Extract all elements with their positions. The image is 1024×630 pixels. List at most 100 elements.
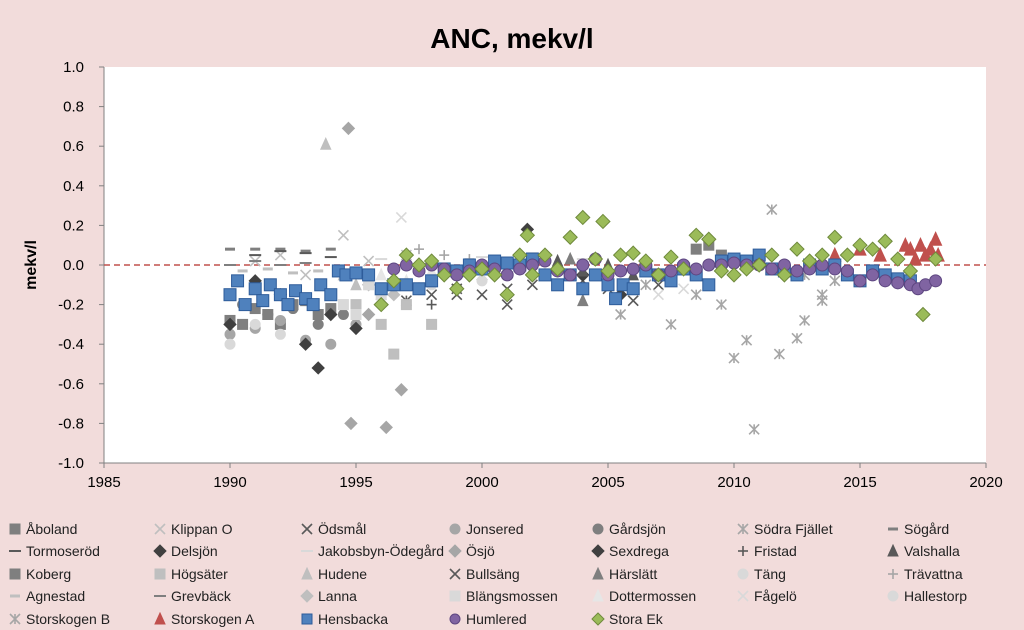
legend-marker bbox=[449, 523, 461, 535]
legend-label: Fristad bbox=[754, 543, 797, 560]
data-point bbox=[398, 247, 415, 263]
legend-item: Ösjö bbox=[448, 541, 495, 561]
data-point bbox=[374, 282, 388, 296]
legend-marker-shape bbox=[449, 613, 461, 625]
data-point bbox=[702, 258, 716, 272]
data-point bbox=[274, 314, 286, 326]
legend-label: Humlered bbox=[466, 610, 527, 627]
data-point bbox=[337, 299, 349, 311]
data-point bbox=[373, 296, 389, 313]
data-point bbox=[927, 251, 944, 267]
legend-marker-shape bbox=[449, 523, 461, 535]
legend-item: Högsäter bbox=[153, 564, 228, 584]
data-point bbox=[814, 247, 830, 263]
data-point bbox=[249, 254, 262, 257]
data-point bbox=[337, 229, 349, 241]
legend-marker-shape bbox=[10, 594, 20, 598]
y-tick-label: 0.8 bbox=[63, 99, 84, 116]
x-tick-label: 2010 bbox=[717, 474, 750, 491]
legend-marker bbox=[10, 594, 20, 598]
y-tick-label: 0.2 bbox=[63, 217, 84, 234]
legend-item: Södra Fjället bbox=[736, 519, 833, 539]
data-point bbox=[499, 286, 515, 303]
data-point bbox=[388, 348, 400, 360]
data-point bbox=[562, 229, 578, 245]
data-point bbox=[450, 268, 464, 282]
data-point bbox=[551, 278, 565, 292]
legend-marker bbox=[591, 544, 605, 559]
data-point bbox=[903, 240, 918, 256]
data-point bbox=[300, 269, 312, 281]
legend-marker-shape bbox=[301, 523, 313, 535]
data-point bbox=[537, 247, 553, 263]
legend-label: Koberg bbox=[26, 565, 72, 582]
data-point bbox=[690, 289, 702, 301]
legend-item: Bullsäng bbox=[448, 564, 520, 584]
data-point bbox=[361, 307, 376, 322]
data-point bbox=[231, 274, 245, 288]
data-point bbox=[314, 278, 328, 292]
legend-marker bbox=[154, 523, 166, 535]
data-point bbox=[311, 361, 325, 375]
legend-label: Lanna bbox=[318, 588, 357, 605]
data-point bbox=[764, 247, 780, 263]
data-point bbox=[281, 298, 295, 312]
data-point bbox=[798, 314, 811, 327]
data-point bbox=[827, 229, 843, 245]
data-point bbox=[436, 267, 452, 283]
x-tick-label: 2015 bbox=[843, 474, 876, 491]
legend-item: Storskogen B bbox=[8, 609, 110, 629]
y-tick-label: -0.8 bbox=[58, 415, 84, 432]
legend-marker-shape bbox=[448, 544, 462, 559]
data-point bbox=[600, 263, 616, 279]
legend-marker-shape bbox=[449, 568, 461, 580]
legend-item: Jonsered bbox=[448, 519, 524, 539]
legend-marker-shape bbox=[887, 544, 899, 557]
legend-label: Tormoseröd bbox=[26, 543, 100, 560]
data-point bbox=[461, 267, 478, 283]
data-point bbox=[891, 276, 905, 290]
data-point bbox=[609, 292, 623, 306]
data-point bbox=[526, 279, 538, 291]
data-point bbox=[449, 281, 465, 297]
data-point bbox=[576, 282, 590, 296]
data-point bbox=[274, 264, 287, 266]
legend-marker bbox=[449, 590, 461, 602]
legend-label: Jonsered bbox=[466, 521, 524, 537]
legend-marker-shape bbox=[737, 568, 749, 580]
legend-marker-shape bbox=[449, 590, 461, 602]
legend-marker bbox=[592, 589, 604, 602]
data-point bbox=[577, 293, 589, 307]
data-point bbox=[626, 282, 640, 296]
data-point bbox=[225, 247, 235, 251]
chart-title: ANC, mekv/l bbox=[430, 23, 593, 54]
legend-item: Lanna bbox=[300, 586, 357, 606]
data-point bbox=[913, 237, 928, 252]
data-point bbox=[773, 348, 785, 360]
legend-label: Valshalla bbox=[904, 543, 960, 560]
data-point bbox=[587, 251, 604, 267]
legend-marker bbox=[737, 590, 749, 602]
legend-item: Hallestorp bbox=[886, 586, 967, 606]
data-point bbox=[324, 288, 338, 302]
legend-item: Täng bbox=[736, 564, 786, 584]
data-point bbox=[249, 318, 261, 330]
data-point bbox=[625, 245, 641, 261]
data-point bbox=[715, 299, 727, 311]
legend-marker bbox=[301, 550, 313, 553]
data-point bbox=[248, 282, 262, 296]
data-point bbox=[790, 264, 804, 278]
data-point bbox=[877, 233, 893, 249]
data-point bbox=[386, 273, 402, 289]
data-point bbox=[766, 203, 778, 216]
data-point bbox=[349, 266, 363, 280]
data-point bbox=[828, 262, 842, 276]
data-point bbox=[866, 268, 880, 282]
data-point bbox=[650, 267, 667, 283]
x-tick-label: 2020 bbox=[969, 474, 1002, 491]
legend-marker bbox=[887, 590, 899, 602]
data-point bbox=[394, 383, 409, 397]
data-point bbox=[928, 231, 943, 246]
legend-marker-shape bbox=[737, 590, 749, 602]
data-point bbox=[840, 264, 854, 278]
